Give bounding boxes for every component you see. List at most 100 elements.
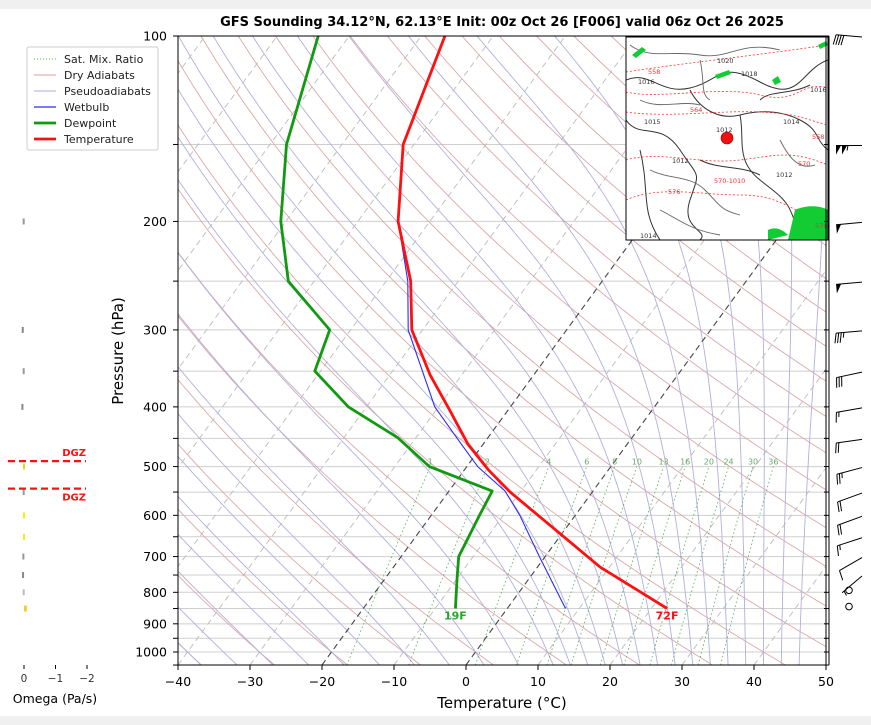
isotherm bbox=[825, 664, 826, 665]
x-tick-label: 10 bbox=[530, 674, 546, 689]
legend-label: Sat. Mix. Ratio bbox=[64, 53, 144, 66]
barb-pennant bbox=[842, 145, 847, 155]
chart-title: GFS Sounding 34.12°N, 62.13°E Init: 00z … bbox=[220, 15, 784, 30]
mixing-ratio-line bbox=[570, 466, 638, 665]
map-contour-label: 1014 bbox=[640, 232, 657, 240]
pseudoadiabat bbox=[178, 455, 380, 665]
wind-barb-icon bbox=[834, 330, 863, 344]
barb-feather bbox=[837, 442, 840, 453]
y-axis-label: Pressure (hPa) bbox=[109, 297, 127, 405]
mixing-ratio-label: 16 bbox=[680, 458, 690, 467]
mixing-ratio-label: 30 bbox=[748, 458, 758, 467]
pseudoadiabat bbox=[178, 533, 310, 665]
calm-wind-icon bbox=[845, 602, 853, 611]
barb-half-feather bbox=[839, 544, 841, 551]
map-contour-label: 1020 bbox=[717, 57, 734, 65]
omega-tick-label: −2 bbox=[79, 673, 94, 685]
x-tick-label: −10 bbox=[381, 674, 407, 689]
calm-wind-icon bbox=[845, 586, 853, 595]
omega-bar bbox=[21, 403, 24, 410]
barb-staff bbox=[837, 537, 863, 547]
omega-bar bbox=[24, 605, 27, 612]
legend: Sat. Mix. Ratio Dry Adiabats Pseudoadiabat… bbox=[26, 46, 159, 151]
legend-label: Pseudoadiabats bbox=[64, 85, 151, 98]
wind-barb-icon bbox=[836, 371, 863, 388]
mixing-ratio-line bbox=[720, 466, 774, 665]
barb-feather bbox=[840, 35, 845, 46]
dgz-label: DGZ bbox=[62, 448, 86, 459]
omega-bar bbox=[23, 533, 25, 540]
profile-lines: 19F 72F bbox=[279, 36, 679, 623]
map-contour-label: 1015 bbox=[644, 118, 661, 126]
barb-feather bbox=[838, 473, 841, 484]
pseudoadiabat bbox=[178, 570, 274, 665]
mixing-ratio-label: 36 bbox=[768, 458, 778, 467]
x-tick-label: −30 bbox=[237, 674, 263, 689]
barb-staff bbox=[837, 492, 863, 503]
barb-staff bbox=[836, 438, 863, 444]
dgz-label: DGZ bbox=[62, 493, 86, 504]
omega-panel: DGZ DGZ 0 −1 −2 bbox=[8, 218, 95, 685]
omega-bar bbox=[23, 463, 25, 470]
plot-frame bbox=[177, 35, 827, 666]
wind-barb-icon bbox=[841, 575, 863, 596]
barb-staff bbox=[836, 467, 863, 475]
map-contour-label: 570-1010 bbox=[714, 177, 745, 185]
dry-adiabat bbox=[387, 36, 826, 418]
wind-barb-icon bbox=[836, 467, 863, 485]
y-tick-label: 1000 bbox=[135, 645, 167, 660]
map-contour-label: 576 bbox=[815, 222, 827, 230]
map-contour-label: 1016 bbox=[810, 86, 827, 94]
barb-feather bbox=[837, 501, 840, 513]
barb-feather bbox=[837, 332, 840, 344]
mixing-ratio-label: 13 bbox=[658, 458, 668, 467]
y-tick-label: 800 bbox=[143, 585, 167, 600]
map-contour-label: 570 bbox=[798, 160, 810, 168]
pseudoadiabat bbox=[798, 36, 826, 665]
barb-feather bbox=[839, 500, 843, 512]
barb-staff bbox=[836, 221, 863, 226]
pseudoadiabat bbox=[774, 36, 793, 665]
pseudoadiabat bbox=[178, 495, 345, 665]
top-band bbox=[0, 0, 871, 9]
dry-adiabat bbox=[349, 36, 826, 454]
pseudoadiabat bbox=[178, 313, 485, 665]
dry-adiabat bbox=[200, 36, 826, 607]
wind-barb-icon bbox=[836, 537, 863, 556]
omega-bar bbox=[22, 572, 25, 579]
map-contour-label: 1016 bbox=[638, 78, 655, 86]
omega-axis-label: Omega (Pa/s) bbox=[13, 691, 97, 706]
pseudoadiabat bbox=[212, 36, 624, 665]
wetbulb-line bbox=[397, 221, 566, 609]
barb-staff bbox=[839, 557, 863, 572]
location-marker bbox=[720, 131, 734, 145]
barb-half-feather bbox=[842, 332, 845, 338]
mixing-ratio-label: 20 bbox=[704, 458, 714, 467]
y-tick-label: 100 bbox=[143, 29, 167, 44]
mixing-ratio-label: 6 bbox=[584, 458, 589, 467]
barb-feather bbox=[832, 34, 837, 45]
pseudoadiabat bbox=[476, 36, 711, 665]
barb-staff bbox=[836, 407, 863, 413]
mixing-ratio-label: 24 bbox=[723, 458, 733, 467]
wind-barb-icon bbox=[835, 438, 863, 454]
barb-feather bbox=[839, 524, 843, 535]
surface-temperature-label: 72F bbox=[656, 610, 679, 623]
wind-barb-icon bbox=[836, 281, 863, 294]
x-axis-label: Temperature (°C) bbox=[436, 694, 566, 712]
wind-barbs bbox=[832, 34, 863, 611]
barb-feather bbox=[837, 35, 842, 46]
map-contour-label: 576 bbox=[668, 188, 680, 196]
omega-bar bbox=[22, 368, 25, 375]
dry-adiabat bbox=[178, 315, 567, 665]
wind-barb-icon bbox=[832, 34, 863, 46]
map-precip-areas bbox=[632, 41, 828, 240]
omega-bar bbox=[23, 512, 25, 519]
dry-adiabat bbox=[312, 36, 826, 491]
barb-feather bbox=[836, 545, 839, 556]
y-tick-label: 500 bbox=[143, 459, 167, 474]
omega-bar bbox=[22, 553, 25, 560]
x-tick-label: 50 bbox=[818, 674, 834, 689]
inset-map: 1020 558 1018 1016 564 1015 1012 1014 558 1012 570… bbox=[625, 36, 829, 241]
y-tick-label: 200 bbox=[143, 214, 167, 229]
